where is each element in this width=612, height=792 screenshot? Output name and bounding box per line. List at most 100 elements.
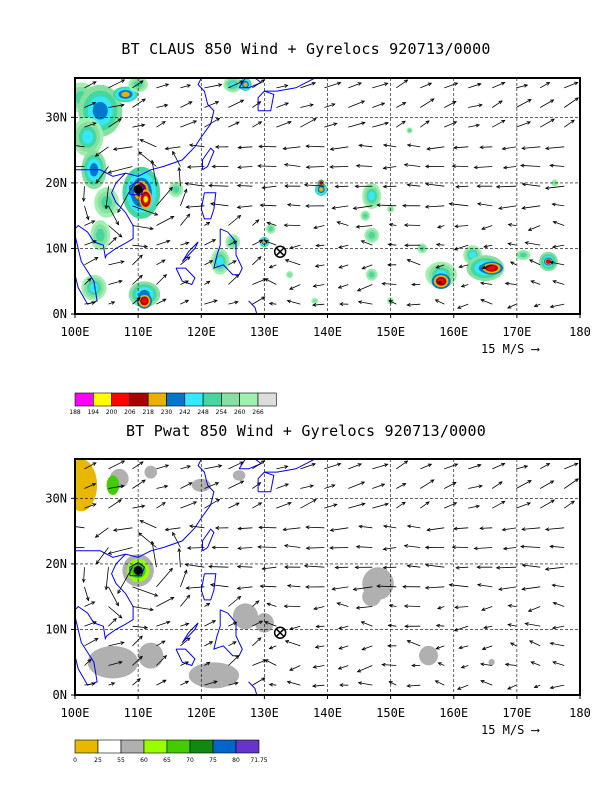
x-tick-label: 140E: [313, 325, 342, 339]
x-tick-label: 110E: [124, 706, 153, 720]
wind-vector-head: [188, 101, 193, 105]
wind-vector: [186, 586, 205, 589]
wind-vector: [84, 483, 96, 489]
wind-vector-head: [452, 101, 457, 105]
wind-vector-head: [213, 299, 218, 304]
wind-vector: [339, 264, 349, 269]
wind-vector: [140, 139, 157, 148]
wind-vector: [204, 641, 213, 647]
wind-vector: [132, 505, 145, 509]
wind-vector-head: [305, 144, 310, 149]
coastline: [202, 147, 215, 171]
wind-vector: [407, 525, 421, 529]
wind-vector: [503, 166, 517, 169]
wind-vector: [108, 682, 115, 686]
colorbar-swatch: [120, 739, 145, 754]
wind-vector: [178, 167, 181, 187]
wind-vector: [372, 82, 388, 89]
wind-vector-head: [87, 658, 92, 663]
colorbar-label: 230: [161, 409, 173, 416]
wind-vector: [382, 664, 397, 666]
wind-vector: [468, 83, 481, 89]
wind-vector: [132, 586, 158, 597]
wind-vector: [238, 146, 253, 149]
wind-vector-head: [214, 145, 220, 149]
wind-vector-head: [360, 240, 365, 244]
wind-vector-head: [186, 594, 191, 599]
wind-vector-head: [550, 118, 555, 123]
wind-vector-head: [149, 607, 154, 612]
wind-vector: [522, 564, 541, 568]
wind-vector-head: [164, 464, 170, 468]
wind-vector: [252, 256, 262, 266]
wind-vector-head: [550, 499, 555, 504]
x-tick-label: 170E: [502, 325, 531, 339]
wind-vector-head: [406, 259, 411, 263]
wind-vector-head: [208, 260, 214, 264]
wind-vector-head: [388, 222, 394, 227]
wind-vector: [180, 213, 191, 226]
wind-vector-head: [164, 103, 169, 108]
wind-vector-head: [356, 668, 362, 673]
wind-vector-head: [192, 120, 198, 124]
colorbar-label: 194: [88, 409, 100, 416]
wind-vector: [210, 584, 229, 588]
wind-vector-head: [258, 620, 264, 625]
wind-vector-head: [284, 184, 289, 188]
wind-vector: [204, 280, 210, 285]
wind-vector-head: [139, 461, 144, 466]
wind-vector: [284, 164, 301, 167]
colorbar-swatch: [189, 739, 214, 754]
wind-vector: [189, 144, 205, 148]
colorbar-label: 0: [73, 757, 77, 764]
pwat-shading: [87, 645, 139, 679]
wind-vector-head: [282, 146, 287, 151]
wind-vector-head: [143, 244, 149, 249]
wind-vector-head: [237, 595, 242, 600]
coastline: [129, 562, 145, 577]
coastline: [129, 181, 145, 196]
wind-vector: [389, 300, 397, 305]
wind-vector: [388, 243, 397, 246]
wind-vector-head: [574, 478, 580, 483]
wind-vector: [437, 225, 445, 228]
wind-vector-head: [338, 265, 343, 269]
wind-vector-head: [91, 483, 97, 487]
wind-vector: [552, 584, 565, 588]
wind-vector: [459, 264, 469, 268]
wind-vector: [156, 464, 169, 470]
wind-vector: [287, 681, 301, 686]
wind-vector: [180, 189, 187, 206]
wind-vector-head: [120, 103, 125, 108]
wind-vector: [339, 645, 349, 650]
wind-vector: [444, 121, 457, 128]
wind-vector-head: [91, 682, 96, 686]
wind-vector: [96, 166, 109, 184]
wind-vector: [228, 655, 240, 666]
wind-vector-head: [112, 236, 117, 241]
wind-vector: [563, 119, 575, 128]
wind-vector-head: [549, 163, 554, 168]
cloud-shading: [368, 191, 375, 201]
wind-vector: [338, 665, 349, 670]
coastline: [257, 90, 275, 112]
wind-vector: [269, 264, 277, 269]
wind-vector: [210, 203, 229, 207]
wind-vector: [187, 166, 205, 168]
wind-vector: [165, 527, 181, 531]
wind-vector: [324, 82, 341, 89]
wind-vector: [204, 680, 218, 686]
wind-vector-head: [427, 82, 433, 87]
wind-vector: [151, 541, 157, 568]
wind-vector-head: [434, 299, 439, 303]
cloud-shading: [121, 91, 130, 98]
wind-vector-head: [206, 602, 211, 607]
wind-vector: [284, 545, 301, 548]
wind-vector: [156, 240, 170, 246]
wind-vector-head: [521, 146, 526, 150]
y-tick-label: 10N: [45, 241, 67, 255]
wind-vector-head: [268, 264, 273, 269]
wind-vector-head: [66, 524, 69, 527]
cloud-shading: [172, 186, 180, 193]
wind-vector-head: [305, 585, 310, 589]
